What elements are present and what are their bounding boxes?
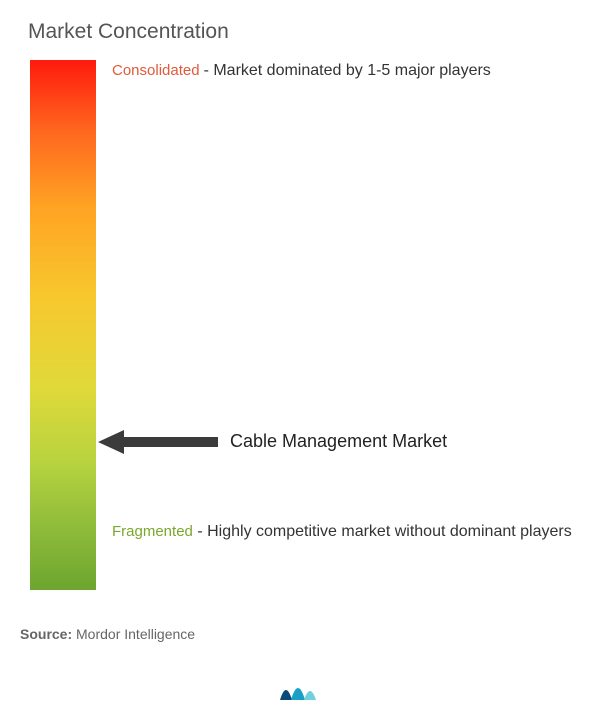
market-name-label: Cable Management Market: [230, 431, 447, 452]
market-position-marker: Cable Management Market: [98, 430, 447, 454]
concentration-gradient-bar: [30, 60, 96, 590]
brand-logo-icon: [278, 676, 318, 704]
infographic-container: Market Concentration Consolidated - Mark: [0, 0, 596, 600]
source-label: Source:: [20, 626, 72, 642]
source-value: Mordor Intelligence: [76, 626, 195, 642]
fragmented-label-row: Fragmented - Highly competitive market w…: [112, 518, 588, 547]
fragmented-desc: - Highly competitive market without domi…: [197, 523, 571, 540]
consolidated-label-row: Consolidated - Market dominated by 1-5 m…: [112, 62, 491, 80]
source-attribution: Source: Mordor Intelligence: [20, 626, 195, 642]
chart-area: Consolidated - Market dominated by 1-5 m…: [20, 60, 588, 600]
consolidated-desc: - Market dominated by 1-5 major players: [204, 62, 491, 80]
fragmented-label: Fragmented: [112, 523, 193, 540]
consolidated-label: Consolidated: [112, 62, 200, 79]
chart-title: Market Concentration: [28, 20, 588, 44]
arrow-left-icon: [98, 430, 218, 454]
